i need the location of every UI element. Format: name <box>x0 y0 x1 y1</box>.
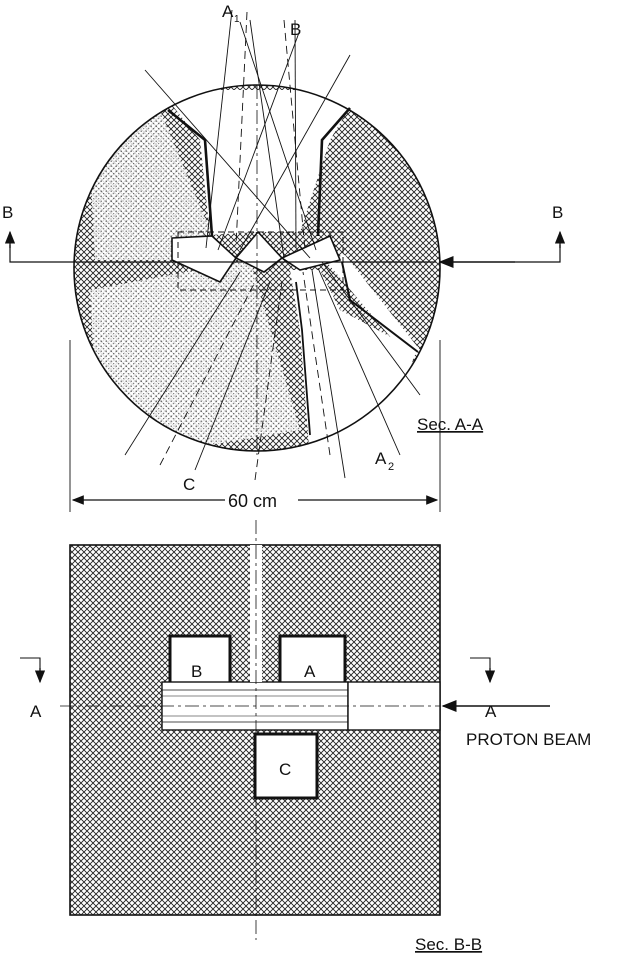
section-b-b <box>20 520 550 940</box>
channel-wall-left <box>167 108 214 237</box>
target-box-dashed <box>177 231 344 291</box>
label-a2: A <box>375 449 387 468</box>
box-c <box>253 732 319 800</box>
cut-label-right-a: A <box>485 702 497 721</box>
label-a2-sub: 2 <box>388 461 394 473</box>
target-left <box>171 235 238 284</box>
label-c-top: C <box>183 475 195 494</box>
channel-wall-lower-inner <box>295 281 311 436</box>
dimension-60cm <box>69 340 441 512</box>
proton-beam-label: PROTON BEAM <box>466 730 591 749</box>
label-b-top: B <box>290 20 301 39</box>
box-c-label: C <box>279 760 291 779</box>
label-a1: A <box>222 2 234 21</box>
ray-lines <box>124 9 421 481</box>
cut-line-b-b <box>9 245 436 263</box>
cut-label-right-b: B <box>552 203 563 222</box>
label-a1-sub: 1 <box>234 14 240 25</box>
cut-label-left-b: B <box>2 203 13 222</box>
cut-label-left-a: A <box>30 702 42 721</box>
dimension-label: 60 cm <box>228 491 277 511</box>
box-b-label: B <box>191 662 202 681</box>
section-a-a <box>4 9 566 481</box>
section-caption-b-b: Sec. B-B <box>415 935 482 954</box>
section-caption-a-a: Sec. A-A <box>417 415 484 434</box>
cut-line-b-b-right <box>515 245 561 263</box>
box-a-label: A <box>304 662 316 681</box>
channel-wall-right <box>316 107 351 237</box>
